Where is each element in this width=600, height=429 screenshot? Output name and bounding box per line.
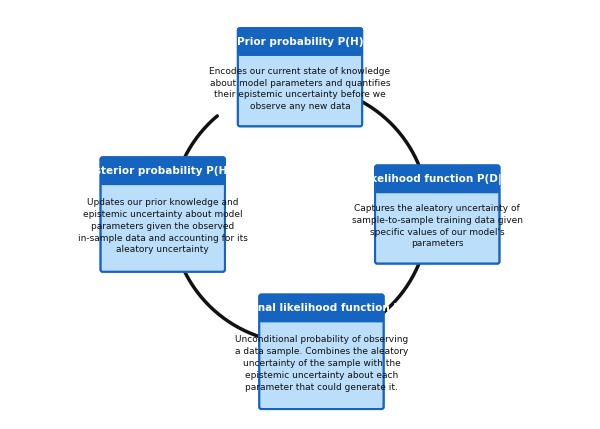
Bar: [103, 171, 223, 183]
FancyBboxPatch shape: [101, 157, 225, 185]
FancyBboxPatch shape: [259, 294, 383, 323]
Bar: [240, 42, 360, 54]
Text: Posterior probability P(H|D): Posterior probability P(H|D): [80, 166, 245, 177]
FancyBboxPatch shape: [238, 28, 362, 56]
FancyBboxPatch shape: [101, 157, 225, 272]
Text: Updates our prior knowledge and
epistemic uncertainty about model
parameters giv: Updates our prior knowledge and epistemi…: [78, 198, 248, 254]
Text: Encodes our current state of knowledge
about model parameters and quantifies
the: Encodes our current state of knowledge a…: [209, 67, 391, 111]
FancyBboxPatch shape: [238, 28, 362, 127]
FancyBboxPatch shape: [375, 166, 499, 193]
Polygon shape: [256, 81, 273, 96]
Bar: [377, 179, 497, 191]
Text: Marginal likelihood function P(D): Marginal likelihood function P(D): [224, 303, 419, 314]
Text: Unconditional probability of observing
a data sample. Combines the aleatory
unce: Unconditional probability of observing a…: [235, 335, 408, 392]
Text: Prior probability P(H): Prior probability P(H): [237, 37, 363, 47]
Bar: [262, 308, 382, 320]
FancyBboxPatch shape: [375, 166, 499, 263]
FancyBboxPatch shape: [259, 294, 383, 409]
Text: Captures the aleatory uncertainty of
sample-to-sample training data given
specif: Captures the aleatory uncertainty of sam…: [352, 204, 523, 248]
Text: Likelihood function P(D|H): Likelihood function P(D|H): [359, 174, 515, 185]
